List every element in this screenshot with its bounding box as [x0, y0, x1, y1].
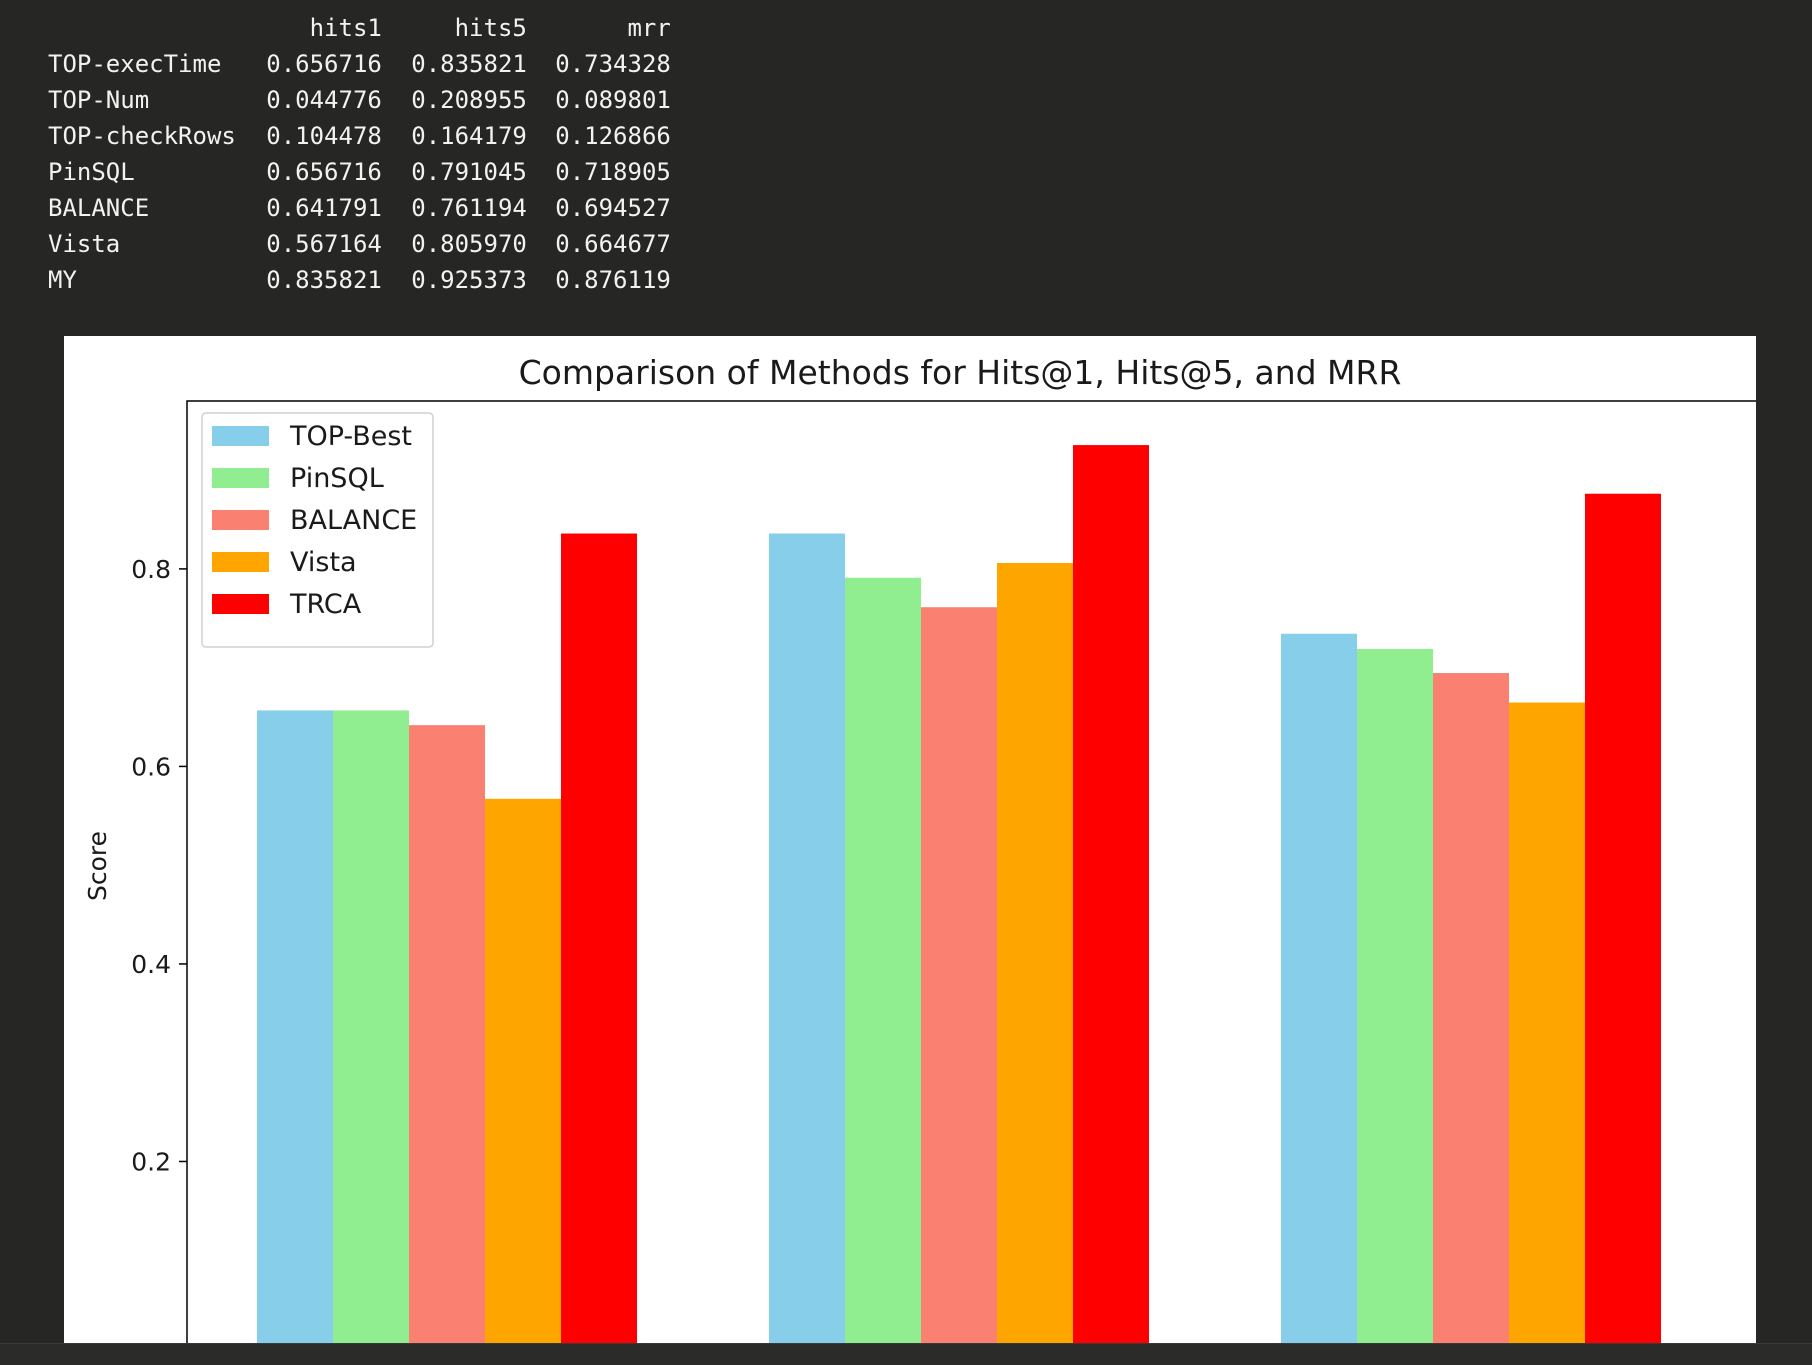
row-label: TOP-checkRows — [48, 122, 236, 150]
bar-pinsql — [845, 577, 921, 1344]
table-cell: 0.805970 — [411, 230, 527, 258]
legend-label: TOP-Best — [289, 421, 412, 452]
bar-balance — [409, 725, 485, 1344]
table-cell: 0.925373 — [411, 266, 527, 294]
legend-label: TRCA — [289, 589, 362, 620]
legend-swatch — [212, 552, 269, 572]
bar-trca — [561, 533, 637, 1344]
table-cell: 0.718905 — [555, 158, 671, 186]
y-tick-label: 0.8 — [131, 555, 171, 584]
table-row: TOP-execTime 0.656716 0.835821 0.734328 — [48, 46, 671, 82]
bar-top-best — [769, 533, 845, 1344]
bar-vista — [997, 563, 1073, 1344]
table-cell: 0.876119 — [555, 266, 671, 294]
row-label: TOP-Num — [48, 86, 150, 114]
legend-swatch — [212, 510, 269, 530]
table-cell: 0.694527 — [555, 194, 671, 222]
table-cell: 0.044776 — [266, 86, 382, 114]
table-cell: 0.835821 — [266, 266, 382, 294]
chart-figure: Comparison of Methods for Hits@1, Hits@5… — [64, 336, 1756, 1344]
table-cell: 0.761194 — [411, 194, 527, 222]
y-axis: 0.00.20.40.60.8 — [131, 555, 187, 1176]
table-row: TOP-checkRows 0.104478 0.164179 0.126866 — [48, 118, 671, 154]
table-cell: 0.656716 — [266, 158, 382, 186]
output-scroll-edge — [0, 1343, 1812, 1365]
legend: TOP-Best PinSQL BALANCE Vista TRCA — [201, 412, 434, 648]
bar-balance — [1433, 673, 1509, 1344]
y-tick-label: 0.6 — [131, 752, 171, 781]
y-axis-label: Score — [83, 831, 112, 901]
table-header-row: hits1 hits5 mrr — [48, 10, 671, 46]
bar-chart: Comparison of Methods for Hits@1, Hits@5… — [83, 353, 1756, 1344]
y-tick-label: 0.2 — [131, 1147, 171, 1176]
index-header — [48, 10, 266, 46]
table-cell: 0.126866 — [555, 122, 671, 150]
legend-swatch — [212, 426, 269, 446]
row-label: PinSQL — [48, 158, 135, 186]
bar-balance — [921, 607, 997, 1344]
row-label: Vista — [48, 230, 121, 258]
table-row: PinSQL 0.656716 0.791045 0.718905 — [48, 154, 671, 190]
column-header: hits5 — [454, 14, 527, 42]
table-cell: 0.641791 — [266, 194, 382, 222]
bar-pinsql — [1357, 648, 1433, 1344]
table-cell: 0.656716 — [266, 50, 382, 78]
table-row: TOP-Num 0.044776 0.208955 0.089801 — [48, 82, 671, 118]
row-label: BALANCE — [48, 194, 150, 222]
bar-vista — [485, 798, 561, 1344]
bar-trca — [1073, 445, 1149, 1344]
table-cell: 0.089801 — [555, 86, 671, 114]
legend-swatch — [212, 468, 269, 488]
plot-area-frame — [186, 400, 1756, 1344]
table-row: MY 0.835821 0.925373 0.876119 — [48, 262, 671, 298]
table-cell: 0.734328 — [555, 50, 671, 78]
bar-vista — [1509, 702, 1585, 1344]
bars-layer — [257, 445, 1661, 1344]
table-row: Vista 0.567164 0.805970 0.664677 — [48, 226, 671, 262]
bar-top-best — [1281, 633, 1357, 1344]
legend-label: BALANCE — [290, 505, 417, 536]
table-cell: 0.791045 — [411, 158, 527, 186]
table-cell: 0.567164 — [266, 230, 382, 258]
chart-title: Comparison of Methods for Hits@1, Hits@5… — [519, 353, 1402, 392]
table-cell: 0.835821 — [411, 50, 527, 78]
dataframe-output: hits1 hits5 mrr TOP-execTime 0.656716 0.… — [48, 10, 671, 298]
legend-swatch — [212, 594, 269, 614]
column-header: hits1 — [309, 14, 382, 42]
table-row: BALANCE 0.641791 0.761194 0.694527 — [48, 190, 671, 226]
table-cell: 0.664677 — [555, 230, 671, 258]
bar-top-best — [257, 710, 333, 1344]
legend-label: Vista — [290, 547, 357, 578]
bar-pinsql — [333, 710, 409, 1344]
table-cell: 0.104478 — [266, 122, 382, 150]
table-cell: 0.208955 — [411, 86, 527, 114]
y-tick-label: 0.4 — [131, 950, 171, 979]
legend-label: PinSQL — [290, 463, 384, 494]
row-label: MY — [48, 266, 77, 294]
table-cell: 0.164179 — [411, 122, 527, 150]
bar-trca — [1585, 493, 1661, 1344]
row-label: TOP-execTime — [48, 50, 222, 78]
column-header: mrr — [627, 14, 671, 42]
